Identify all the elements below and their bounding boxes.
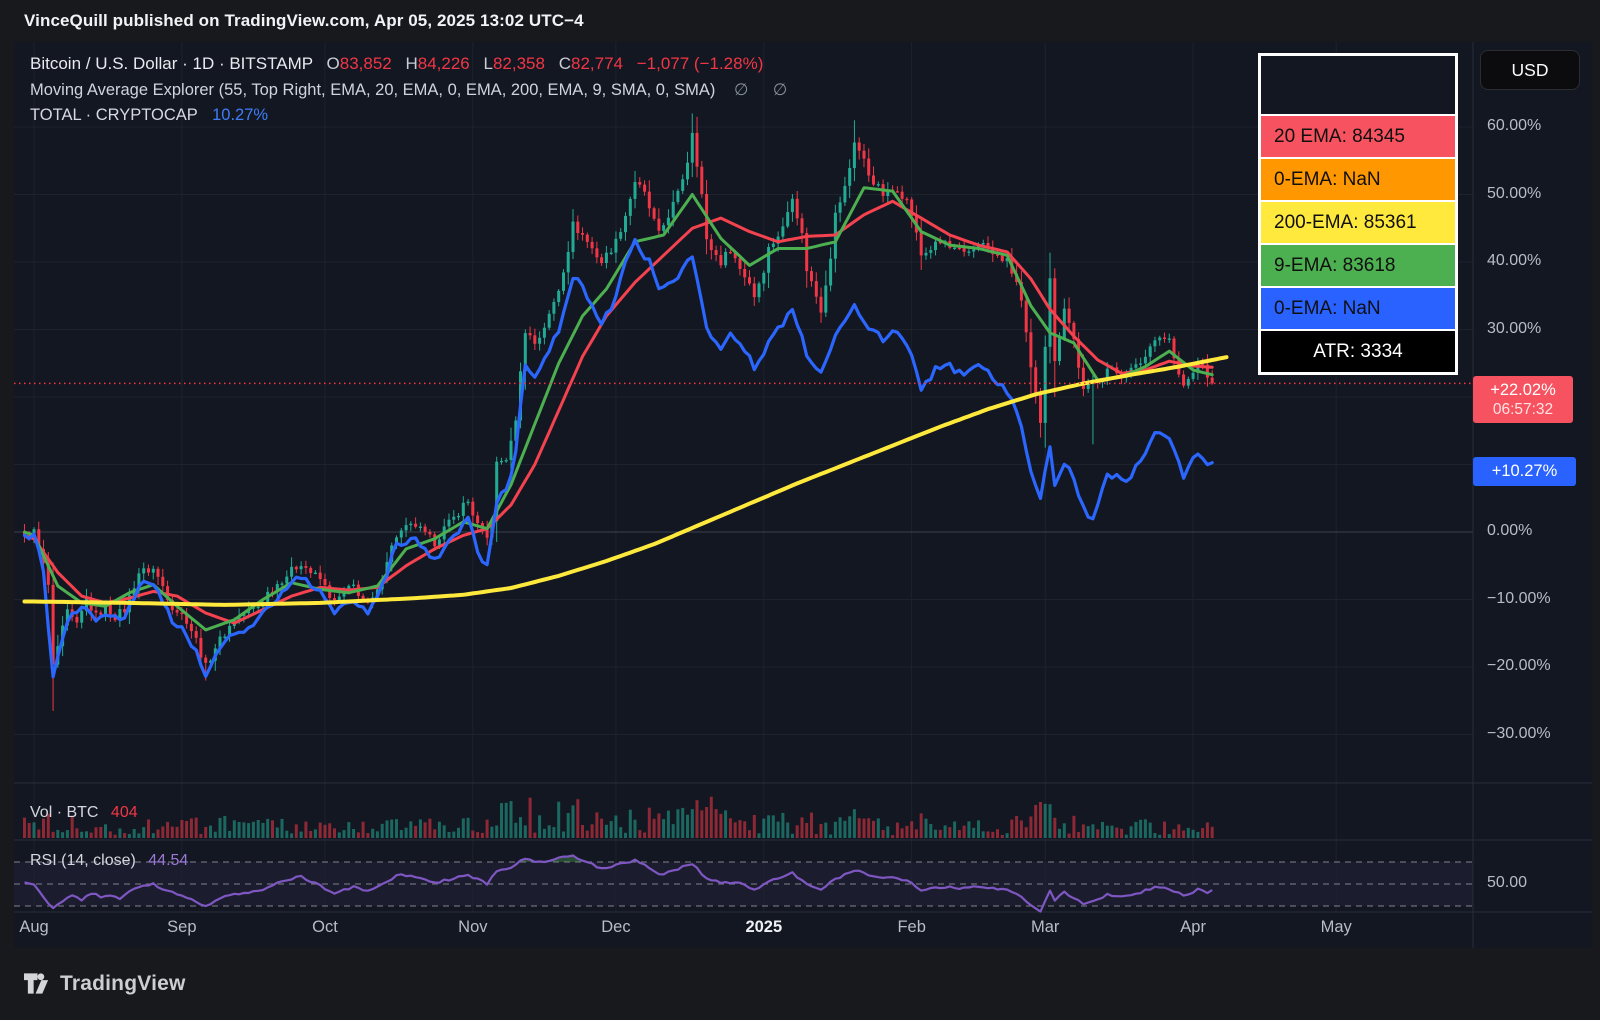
total-value-percent: +10.27% bbox=[1491, 462, 1558, 481]
x-axis-label: Nov bbox=[458, 918, 488, 936]
x-axis-label: 2025 bbox=[745, 918, 783, 936]
total-cryptocap-row: TOTAL · CRYPTOCAP 10.27% bbox=[30, 106, 268, 125]
x-axis-label: Oct bbox=[312, 918, 338, 936]
publish-bar: VinceQuill published on TradingView.com,… bbox=[0, 0, 1600, 42]
volume-value: 404 bbox=[110, 804, 138, 821]
currency-toggle-button[interactable]: USD bbox=[1480, 50, 1580, 90]
rsi-value: 44.54 bbox=[148, 852, 189, 869]
legend-row: ATR: 3334 bbox=[1261, 331, 1455, 372]
y-axis-label: −20.00% bbox=[1487, 657, 1551, 674]
legend-row-empty bbox=[1261, 56, 1455, 114]
y-axis-label: 60.00% bbox=[1487, 117, 1542, 134]
rsi-axis-label: 50.00 bbox=[1487, 874, 1528, 891]
empty-set-icons: ∅ ∅ bbox=[733, 81, 798, 99]
legend-row: 9-EMA: 83618 bbox=[1261, 245, 1455, 286]
publish-text: VinceQuill published on TradingView.com,… bbox=[24, 11, 584, 30]
legend-row: 0-EMA: NaN bbox=[1261, 288, 1455, 329]
x-axis-label: Mar bbox=[1031, 918, 1060, 936]
close-label: C bbox=[558, 54, 571, 73]
volume-label: Vol · BTC bbox=[30, 804, 99, 821]
open-value: 83,852 bbox=[339, 54, 392, 73]
x-axis-label: May bbox=[1320, 918, 1352, 936]
bar-countdown: 06:57:32 bbox=[1492, 401, 1554, 419]
legend-row: 200-EMA: 85361 bbox=[1261, 202, 1455, 243]
rsi-pane-label[interactable]: RSI (14, close) 44.54 bbox=[30, 852, 188, 870]
ema9-line bbox=[23, 186, 1214, 632]
total-value-badge: +10.27% bbox=[1473, 457, 1576, 486]
volume-bars bbox=[23, 796, 1214, 838]
last-price-percent: +22.02% bbox=[1490, 380, 1556, 399]
currency-toggle-label: USD bbox=[1511, 59, 1549, 80]
tradingview-logo-icon[interactable] bbox=[24, 972, 51, 996]
change-value: −1,077 (−1.28%) bbox=[636, 54, 764, 73]
chart-container: Bitcoin / U.S. Dollar · 1D · BITSTAMP O8… bbox=[14, 42, 1592, 948]
open-label: O bbox=[326, 54, 340, 73]
legend-row: 20 EMA: 84345 bbox=[1261, 116, 1455, 157]
y-axis-label: 30.00% bbox=[1487, 319, 1542, 337]
last-price-badge: +22.02% 06:57:32 bbox=[1473, 376, 1573, 423]
rsi-line bbox=[24, 854, 1213, 913]
rsi-label: RSI (14, close) bbox=[30, 852, 136, 869]
price-axis[interactable] bbox=[1473, 42, 1592, 912]
indicator-header-row: Moving Average Explorer (55, Top Right, … bbox=[30, 80, 797, 100]
high-value: 84,226 bbox=[417, 54, 470, 73]
total-cryptocap-value: 10.27% bbox=[212, 106, 269, 124]
total-cryptocap-line bbox=[22, 237, 1214, 679]
ema200-line bbox=[22, 355, 1229, 607]
volume-pane-label[interactable]: Vol · BTC 404 bbox=[30, 804, 138, 822]
ema20-line bbox=[23, 199, 1214, 625]
ma-legend-box: 20 EMA: 84345 0-EMA: NaN 200-EMA: 85361 9-E… bbox=[1258, 53, 1458, 375]
x-axis-label: Apr bbox=[1180, 918, 1206, 936]
tradingview-wordmark: TradingView bbox=[60, 972, 186, 995]
close-value: 82,774 bbox=[570, 54, 623, 73]
ma-explorer-title[interactable]: Moving Average Explorer (55, Top Right, … bbox=[30, 81, 716, 99]
x-axis-label: Feb bbox=[897, 918, 926, 936]
high-label: H bbox=[405, 54, 418, 73]
footer-bar: TradingView bbox=[0, 948, 1600, 1020]
low-label: L bbox=[483, 54, 493, 73]
y-axis-label: 0.00% bbox=[1487, 522, 1533, 539]
y-axis-label: −30.00% bbox=[1487, 724, 1551, 742]
y-axis-label: 40.00% bbox=[1487, 252, 1542, 269]
x-axis-label: Dec bbox=[601, 918, 631, 936]
symbol-header-row: Bitcoin / U.S. Dollar · 1D · BITSTAMP O8… bbox=[30, 54, 763, 74]
legend-row: 0-EMA: NaN bbox=[1261, 159, 1455, 200]
y-axis-label: 50.00% bbox=[1487, 184, 1542, 202]
symbol-title[interactable]: Bitcoin / U.S. Dollar · 1D · BITSTAMP bbox=[30, 54, 313, 73]
total-cryptocap-title[interactable]: TOTAL · CRYPTOCAP bbox=[30, 106, 198, 124]
x-axis-label: Sep bbox=[167, 918, 197, 936]
y-axis-label: −10.00% bbox=[1487, 589, 1551, 607]
x-axis-label: Aug bbox=[19, 918, 49, 936]
low-value: 82,358 bbox=[492, 54, 545, 73]
